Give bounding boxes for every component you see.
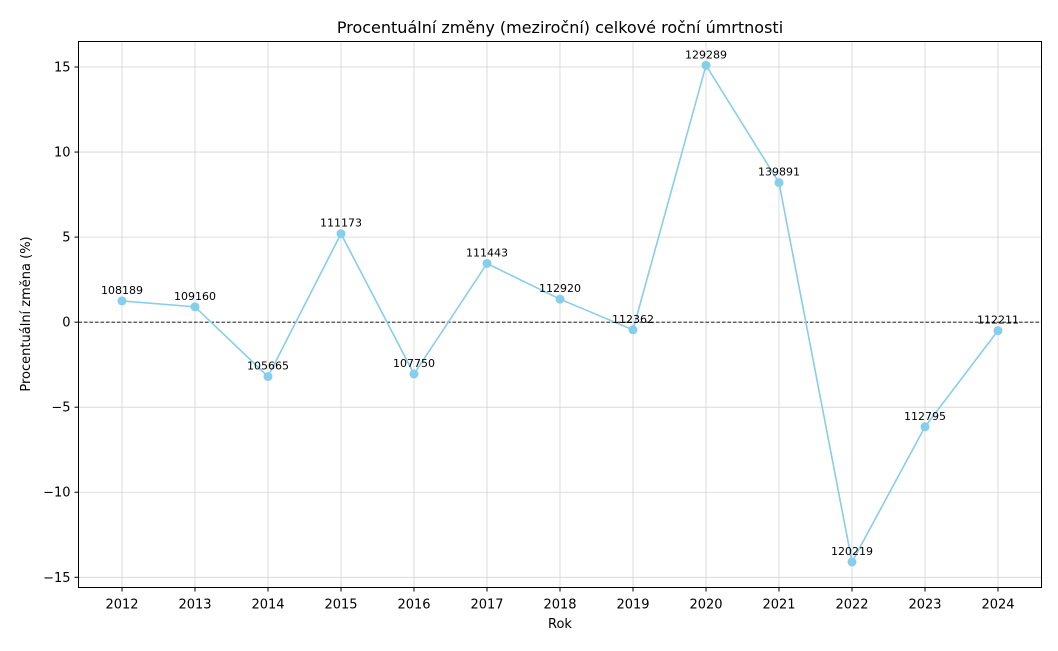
data-label: 111173 bbox=[320, 217, 362, 230]
y-tick-label: −5 bbox=[51, 401, 70, 416]
x-tick-label: 2024 bbox=[981, 598, 1014, 613]
x-tick-label: 2017 bbox=[470, 598, 503, 613]
data-point bbox=[774, 178, 784, 188]
x-tick-label: 2019 bbox=[616, 598, 649, 613]
chart-title: Procentuální změny (meziroční) celkové r… bbox=[337, 18, 783, 37]
x-axis-label: Rok bbox=[548, 617, 572, 632]
x-tick-label: 2018 bbox=[543, 598, 576, 613]
data-label: 120219 bbox=[831, 545, 873, 558]
x-tick-label: 2022 bbox=[835, 598, 868, 613]
data-label: 109160 bbox=[174, 290, 216, 303]
x-tick-label: 2015 bbox=[324, 598, 357, 613]
x-tick-label: 2012 bbox=[105, 598, 138, 613]
ticks-group: 2012 2013 2014 2015 2016 2017 2018 2019 2020 2021… bbox=[43, 61, 1014, 613]
data-point bbox=[847, 557, 857, 567]
y-tick-label: 0 bbox=[62, 316, 70, 331]
x-tick-label: 2014 bbox=[251, 598, 284, 613]
y-tick-label: −15 bbox=[43, 571, 70, 586]
x-tick-label: 2016 bbox=[397, 598, 430, 613]
data-point bbox=[701, 60, 711, 70]
x-tick-label: 2020 bbox=[689, 598, 722, 613]
data-point bbox=[628, 325, 638, 335]
y-axis-label: Procentuální změna (%) bbox=[19, 236, 34, 391]
grid bbox=[78, 41, 1042, 588]
data-point bbox=[117, 296, 127, 306]
x-tick-label: 2013 bbox=[178, 598, 211, 613]
y-tick-label: 5 bbox=[62, 231, 70, 246]
data-label: 108189 bbox=[101, 284, 143, 297]
data-label: 112920 bbox=[539, 282, 581, 295]
y-tick-label: 10 bbox=[54, 146, 71, 161]
data-label: 112362 bbox=[612, 313, 654, 326]
data-point bbox=[409, 369, 419, 379]
data-label: 139891 bbox=[758, 166, 800, 179]
data-point bbox=[555, 294, 565, 304]
data-point bbox=[190, 302, 200, 312]
x-tick-label: 2021 bbox=[762, 598, 795, 613]
data-label: 112211 bbox=[977, 314, 1019, 327]
data-point bbox=[993, 326, 1003, 336]
x-tick-label: 2023 bbox=[908, 598, 941, 613]
data-point bbox=[482, 258, 492, 268]
data-label: 112795 bbox=[904, 410, 946, 423]
data-label: 107750 bbox=[393, 357, 435, 370]
y-tick-label: −10 bbox=[43, 486, 70, 501]
y-tick-label: 15 bbox=[54, 61, 71, 76]
series-group: 108189 109160 105665 111173 107750 111443 1129… bbox=[101, 48, 1019, 567]
data-point bbox=[920, 422, 930, 432]
data-point bbox=[336, 229, 346, 239]
data-label: 105665 bbox=[247, 360, 289, 373]
data-point bbox=[263, 372, 273, 382]
data-label: 129289 bbox=[685, 48, 727, 61]
data-label: 111443 bbox=[466, 246, 508, 259]
